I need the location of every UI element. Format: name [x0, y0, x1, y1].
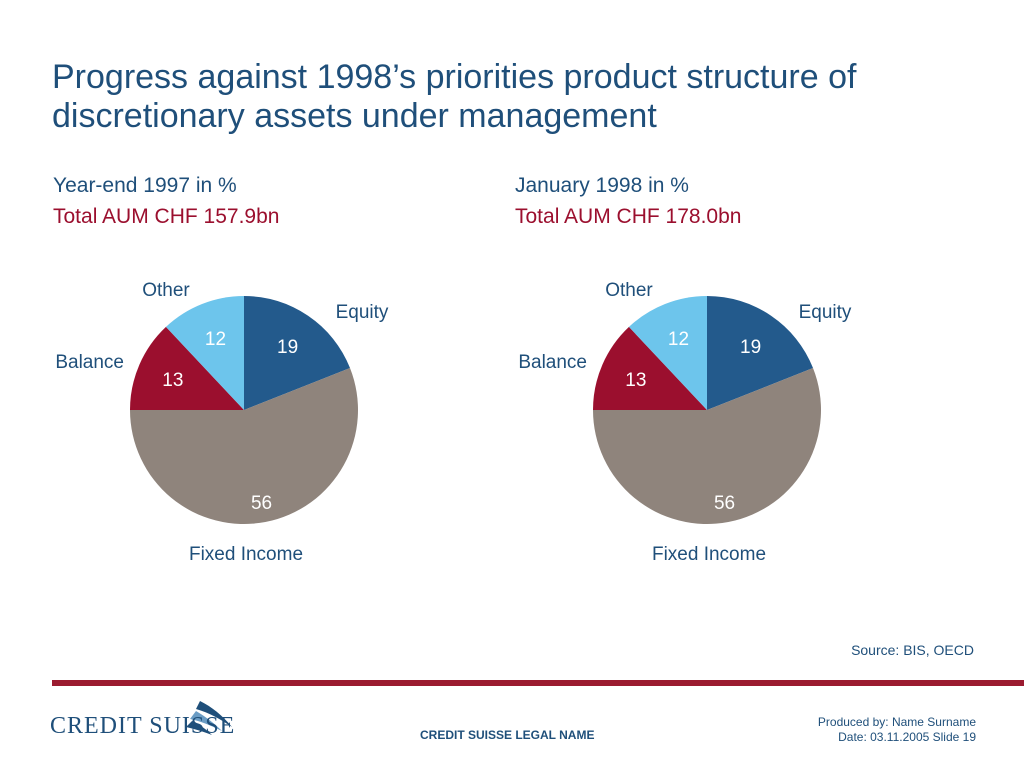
- pie-slice-other: [165, 296, 244, 410]
- data-label-balance: 13: [625, 370, 646, 391]
- category-label-other: Other: [142, 280, 190, 301]
- data-label-equity: 19: [277, 337, 298, 358]
- category-label-fixed-income: Fixed Income: [189, 544, 303, 565]
- chart-total: Total AUM CHF 157.9bn: [53, 205, 280, 228]
- chart-header-1997: Year-end 1997 in % Total AUM CHF 157.9bn: [53, 170, 279, 232]
- credit-suisse-logo: CREDIT SUISSE: [50, 697, 240, 750]
- category-label-balance: Balance: [55, 352, 124, 373]
- data-label-other: 12: [668, 329, 689, 350]
- chart-header-1998: January 1998 in % Total AUM CHF 178.0bn: [515, 170, 741, 232]
- pie-slice-equity: [707, 296, 813, 410]
- pie-slice-balance: [593, 326, 707, 410]
- pie-slice-fixed-income: [593, 368, 821, 525]
- category-label-equity: Equity: [799, 302, 852, 323]
- source-note: Source: BIS, OECD: [851, 642, 974, 658]
- page-title: Progress against 1998’s priorities produ…: [52, 58, 857, 135]
- footer-divider: [52, 680, 1024, 686]
- date-slide: Date: 03.11.2005 Slide 19: [838, 730, 976, 744]
- pie-slice-fixed-income: [130, 368, 358, 525]
- chart-subtitle: Year-end 1997 in %: [53, 174, 237, 197]
- pie-slice-balance: [130, 326, 244, 410]
- data-label-fixed-income: 56: [714, 493, 735, 514]
- data-label-other: 12: [205, 329, 226, 350]
- data-label-balance: 13: [162, 370, 183, 391]
- logo-wordmark: CREDIT SUISSE: [50, 713, 236, 739]
- legal-name: CREDIT SUISSE LEGAL NAME: [420, 728, 595, 742]
- category-label-balance: Balance: [518, 352, 587, 373]
- pie-slice-other: [628, 296, 707, 410]
- sails-icon: [186, 701, 232, 735]
- produced-by: Produced by: Name Surname: [817, 715, 976, 729]
- category-label-equity: Equity: [336, 302, 389, 323]
- chart-subtitle: January 1998 in %: [515, 174, 689, 197]
- category-label-fixed-income: Fixed Income: [652, 544, 766, 565]
- chart-total: Total AUM CHF 178.0bn: [515, 205, 742, 228]
- category-label-other: Other: [605, 280, 653, 301]
- pie-slice-equity: [244, 296, 350, 410]
- footer-meta: Produced by: Name Surname Date: 03.11.20…: [818, 715, 976, 745]
- data-label-fixed-income: 56: [251, 493, 272, 514]
- data-label-equity: 19: [740, 337, 761, 358]
